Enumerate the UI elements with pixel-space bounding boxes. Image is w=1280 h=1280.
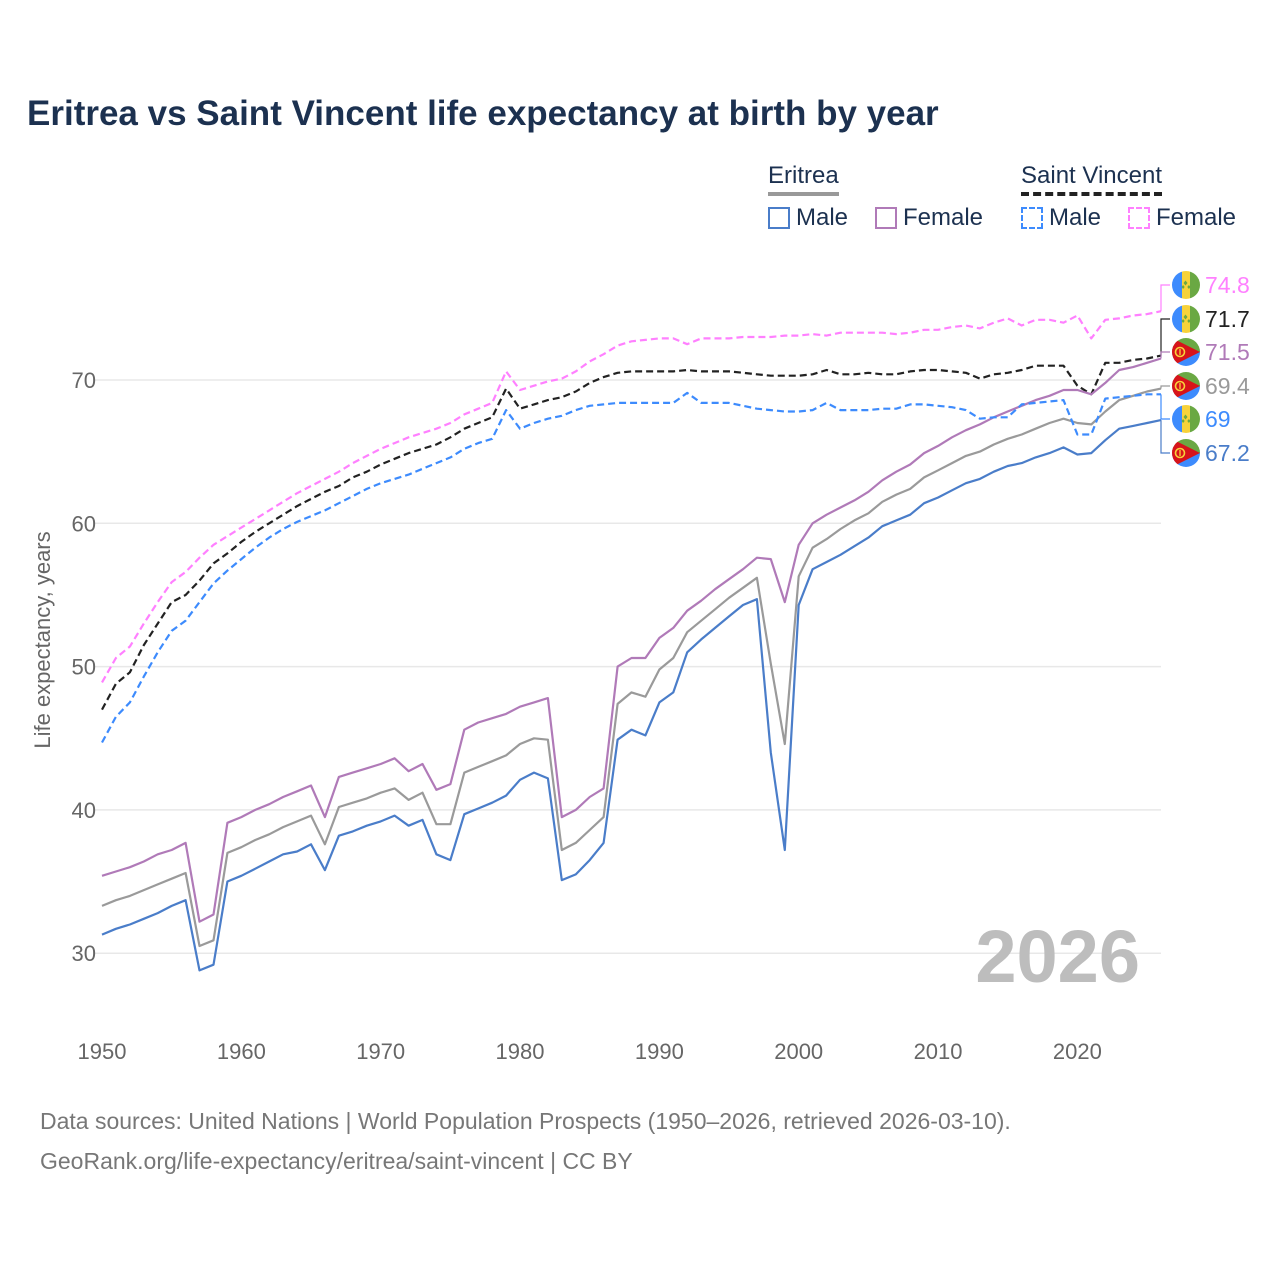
label-connector bbox=[1160, 394, 1170, 420]
label-connector bbox=[1160, 318, 1170, 356]
legend-label: Male bbox=[1049, 204, 1102, 231]
chart-title: Eritrea vs Saint Vincent life expectancy… bbox=[27, 94, 939, 133]
legend-swatch-icon bbox=[1128, 207, 1150, 229]
x-tick-label: 2000 bbox=[774, 1039, 823, 1064]
legend-group-eritrea: Eritrea bbox=[768, 162, 839, 196]
saint-vincent-flag-icon bbox=[1172, 271, 1200, 299]
label-connector bbox=[1160, 284, 1170, 312]
legend-item-saint-vincent-female[interactable]: Female bbox=[1128, 204, 1236, 232]
legend-label: Female bbox=[1156, 204, 1237, 231]
footer-link[interactable]: GeoRank.org/life-expectancy/eritrea/sain… bbox=[40, 1148, 633, 1174]
end-value-label: 69.4 bbox=[1205, 373, 1250, 399]
x-tick-label: 1970 bbox=[356, 1039, 405, 1064]
legend-item-eritrea-male[interactable]: Male bbox=[768, 204, 848, 232]
y-tick-label: 60 bbox=[72, 511, 96, 536]
series-line-saint-vincent-male bbox=[101, 391, 1161, 744]
legend-swatch-icon bbox=[875, 207, 897, 229]
legend-group-saint-vincent: Saint Vincent bbox=[1021, 162, 1162, 196]
saint-vincent-flag-icon bbox=[1172, 405, 1200, 433]
y-tick-label: 40 bbox=[72, 798, 96, 823]
x-tick-label: 1980 bbox=[496, 1039, 545, 1064]
eritrea-flag-icon bbox=[1172, 372, 1200, 400]
legend-item-saint-vincent-male[interactable]: Male bbox=[1021, 204, 1101, 232]
end-value-label: 67.2 bbox=[1205, 440, 1250, 466]
end-value-label: 71.5 bbox=[1205, 339, 1250, 365]
series-line-saint-vincent-total bbox=[101, 354, 1162, 711]
end-value-label: 71.7 bbox=[1205, 306, 1250, 332]
saint-vincent-flag-icon bbox=[1172, 305, 1200, 333]
label-connector bbox=[1160, 385, 1170, 389]
x-axis-ticks: 1950 1960 1970 1980 1990 2000 2010 2020 bbox=[78, 1039, 1102, 1064]
series-line-eritrea-total bbox=[101, 387, 1162, 948]
legend-item-eritrea-female[interactable]: Female bbox=[875, 204, 983, 232]
gridlines bbox=[95, 379, 1161, 954]
series-line-saint-vincent-female bbox=[101, 310, 1162, 683]
end-value-label: 74.8 bbox=[1205, 272, 1250, 298]
x-tick-label: 1960 bbox=[217, 1039, 266, 1064]
series-lines bbox=[101, 310, 1162, 972]
y-axis-ticks: 30 40 50 60 70 bbox=[72, 368, 96, 966]
end-value-label: 69 bbox=[1205, 406, 1231, 432]
label-connector bbox=[1160, 351, 1170, 359]
series-line-eritrea-female bbox=[101, 357, 1162, 923]
y-tick-label: 50 bbox=[72, 655, 96, 680]
legend-swatch-icon bbox=[1021, 207, 1043, 229]
footer-sources: Data sources: United Nations | World Pop… bbox=[40, 1108, 1011, 1134]
end-labels: 74.8 71.7 71.5 69.4 69 67.2 bbox=[1160, 271, 1250, 467]
legend-label: Male bbox=[796, 204, 849, 231]
x-tick-label: 2020 bbox=[1053, 1039, 1102, 1064]
x-tick-label: 1990 bbox=[635, 1039, 684, 1064]
series-line-eritrea-male bbox=[101, 419, 1162, 972]
eritrea-flag-icon bbox=[1172, 439, 1200, 467]
y-tick-label: 70 bbox=[72, 368, 96, 393]
x-tick-label: 2010 bbox=[914, 1039, 963, 1064]
legend-label: Female bbox=[903, 204, 984, 231]
eritrea-flag-icon bbox=[1172, 338, 1200, 366]
y-tick-label: 30 bbox=[72, 941, 96, 966]
y-axis-label: Life expectancy, years bbox=[30, 531, 55, 748]
year-watermark: 2026 bbox=[975, 915, 1140, 998]
legend-swatch-icon bbox=[768, 207, 790, 229]
label-connector bbox=[1160, 420, 1170, 454]
x-tick-label: 1950 bbox=[78, 1039, 127, 1064]
